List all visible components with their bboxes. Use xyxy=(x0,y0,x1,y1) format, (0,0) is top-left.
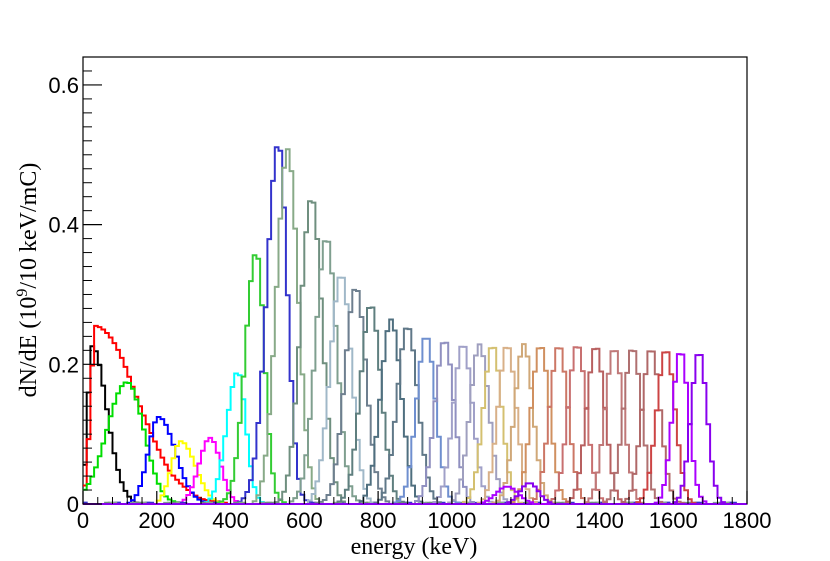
y-tick-label: 0.6 xyxy=(48,73,79,98)
x-tick-label: 1600 xyxy=(649,508,698,533)
histogram-curves xyxy=(83,146,747,505)
x-tick-label: 0 xyxy=(77,508,89,533)
y-axis-title: dN/dE (109/10 keV/mC) xyxy=(14,163,42,398)
y-axis-title-sup: 9 xyxy=(14,289,31,297)
y-tick-label: 0.4 xyxy=(48,213,79,238)
axes xyxy=(82,70,748,505)
y-axis-title-pre: dN/dE (10 xyxy=(16,297,42,398)
tick-labels: 0 200 400 600 800 1000 1200 1400 1600 1800 0 0.2 0.4… xyxy=(48,73,771,533)
y-tick-label: 0.2 xyxy=(48,352,79,377)
x-tick-label: 1800 xyxy=(723,508,772,533)
x-tick-label: 400 xyxy=(212,508,249,533)
x-tick-label: 1400 xyxy=(575,508,624,533)
x-tick-label: 600 xyxy=(286,508,323,533)
y-axis-title-post: /10 keV/mC) xyxy=(16,163,42,289)
x-tick-label: 1000 xyxy=(427,508,476,533)
x-axis-title: energy (keV) xyxy=(351,534,478,560)
x-tick-label: 200 xyxy=(138,508,175,533)
x-tick-label: 800 xyxy=(360,508,397,533)
x-tick-label: 1200 xyxy=(501,508,550,533)
y-tick-label: 0 xyxy=(67,492,79,517)
